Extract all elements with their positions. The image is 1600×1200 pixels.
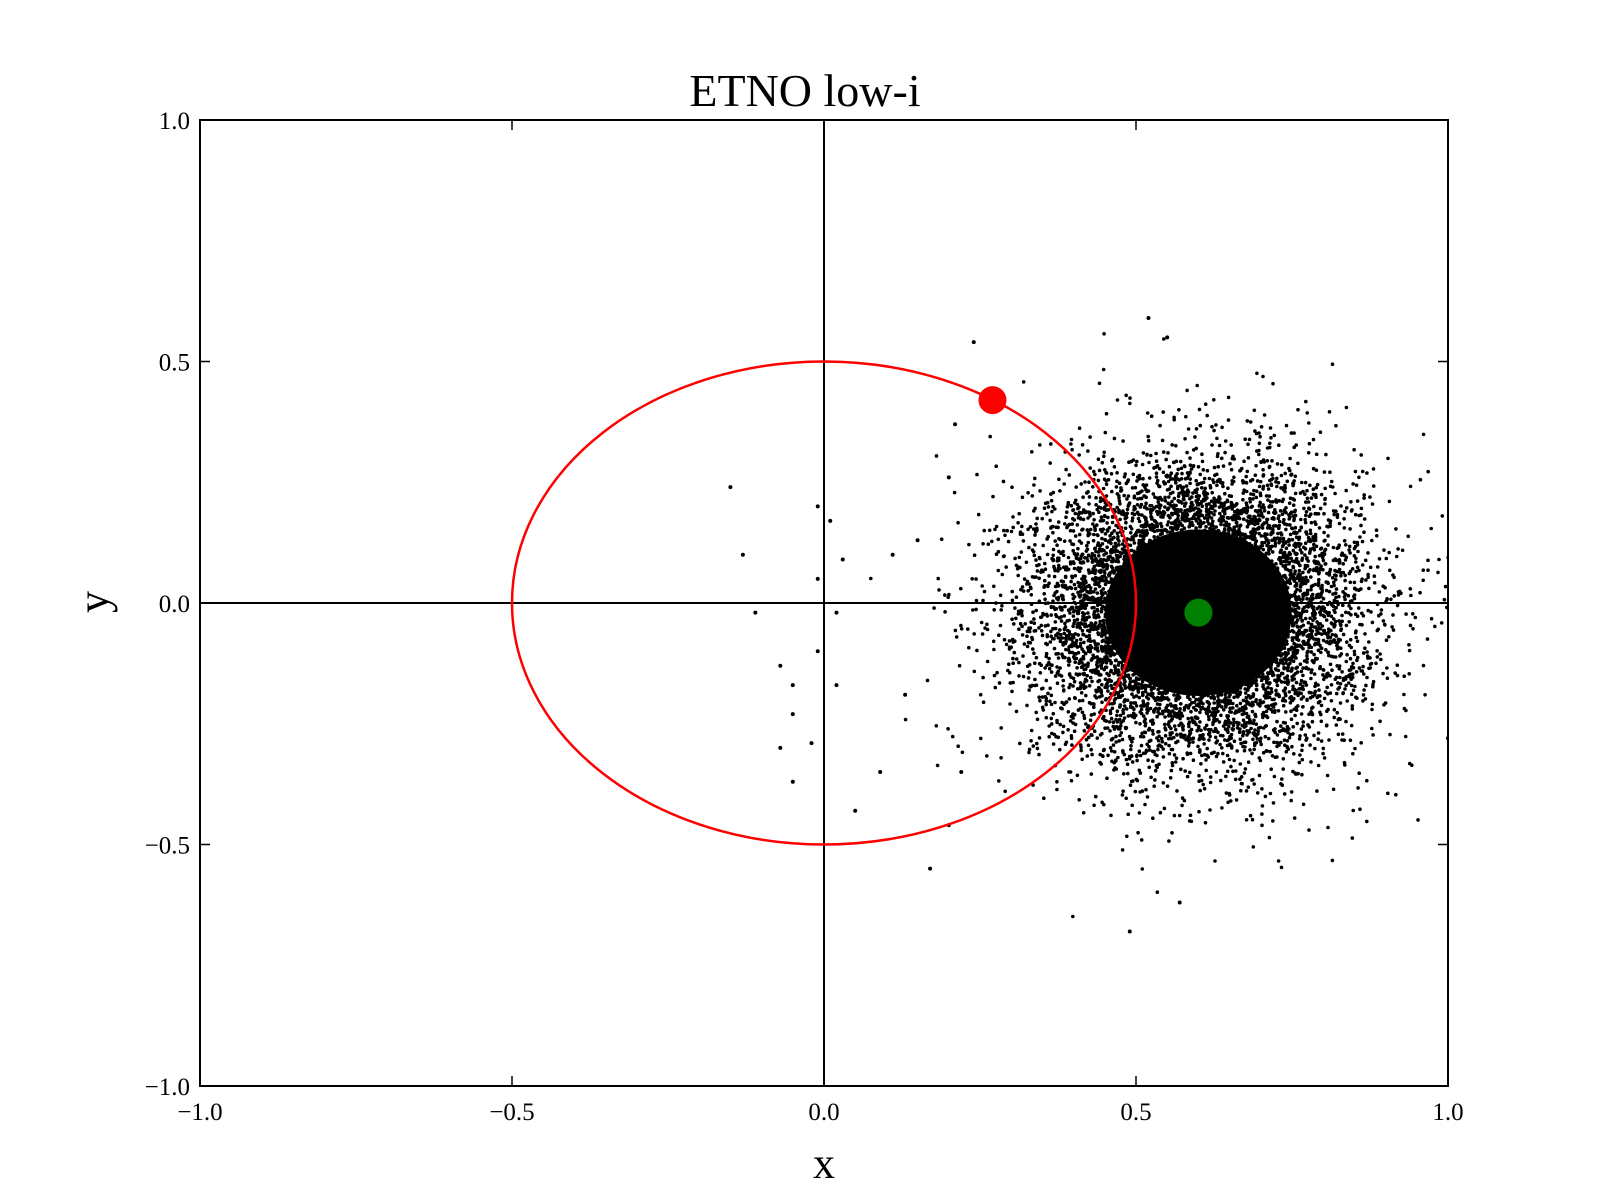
scatter-point [959,770,964,775]
highlight-markers [978,386,1213,627]
chart-title: ETNO low-i [689,65,920,116]
axis-ticks: −1.0 −0.5 0.0 0.5 1.0 −1.0 −0.5 0.0 0.5 1.0 [145,108,1464,1126]
orbit-ellipse [510,360,1138,846]
scatter-point [753,610,758,615]
scatter-point [790,779,795,784]
scatter-point [1127,929,1132,934]
x-tick-label: 1.0 [1432,1099,1463,1126]
x-tick-label: −0.5 [489,1099,534,1126]
scatter-point [834,610,839,615]
y-tick-label: 0.5 [159,350,190,377]
scatter-point [890,552,895,557]
scatter-point [809,741,814,746]
y-tick-label: −1.0 [145,1074,190,1101]
scatter-point [728,485,733,490]
scatter-point [1177,900,1182,905]
scatter-point [740,552,745,557]
scatter-point [778,663,783,668]
scatter-point [915,538,920,543]
scatter-point [853,808,858,813]
scatter-point [815,576,820,581]
scatter-point [903,692,908,697]
scatter-point [840,557,845,562]
scatter-point [953,422,958,427]
scatter-point [1146,316,1151,321]
red-marker [978,386,1007,415]
green-marker [1184,598,1213,627]
scatter-point [828,518,833,523]
x-tick-label: 0.0 [808,1099,839,1126]
scatter-point [815,649,820,654]
scatter-point [778,745,783,750]
scatter-point [790,712,795,717]
plot-area [200,120,1448,1086]
y-tick-label: −0.5 [145,833,190,860]
x-tick-label: −1.0 [177,1099,222,1126]
x-tick-label: 0.5 [1120,1099,1151,1126]
scatter-point [971,340,976,345]
scatter-point [790,683,795,688]
scatter-point [878,770,883,775]
scatter-point [946,475,951,480]
scatter-point [928,866,933,871]
y-axis-label: y [69,591,118,613]
x-axis-label: x [813,1139,835,1188]
y-tick-label: 1.0 [159,108,190,135]
scatter-point [1165,335,1170,340]
y-tick-label: 0.0 [159,591,190,618]
scatter-point [815,504,820,509]
scatter-point [834,683,839,688]
